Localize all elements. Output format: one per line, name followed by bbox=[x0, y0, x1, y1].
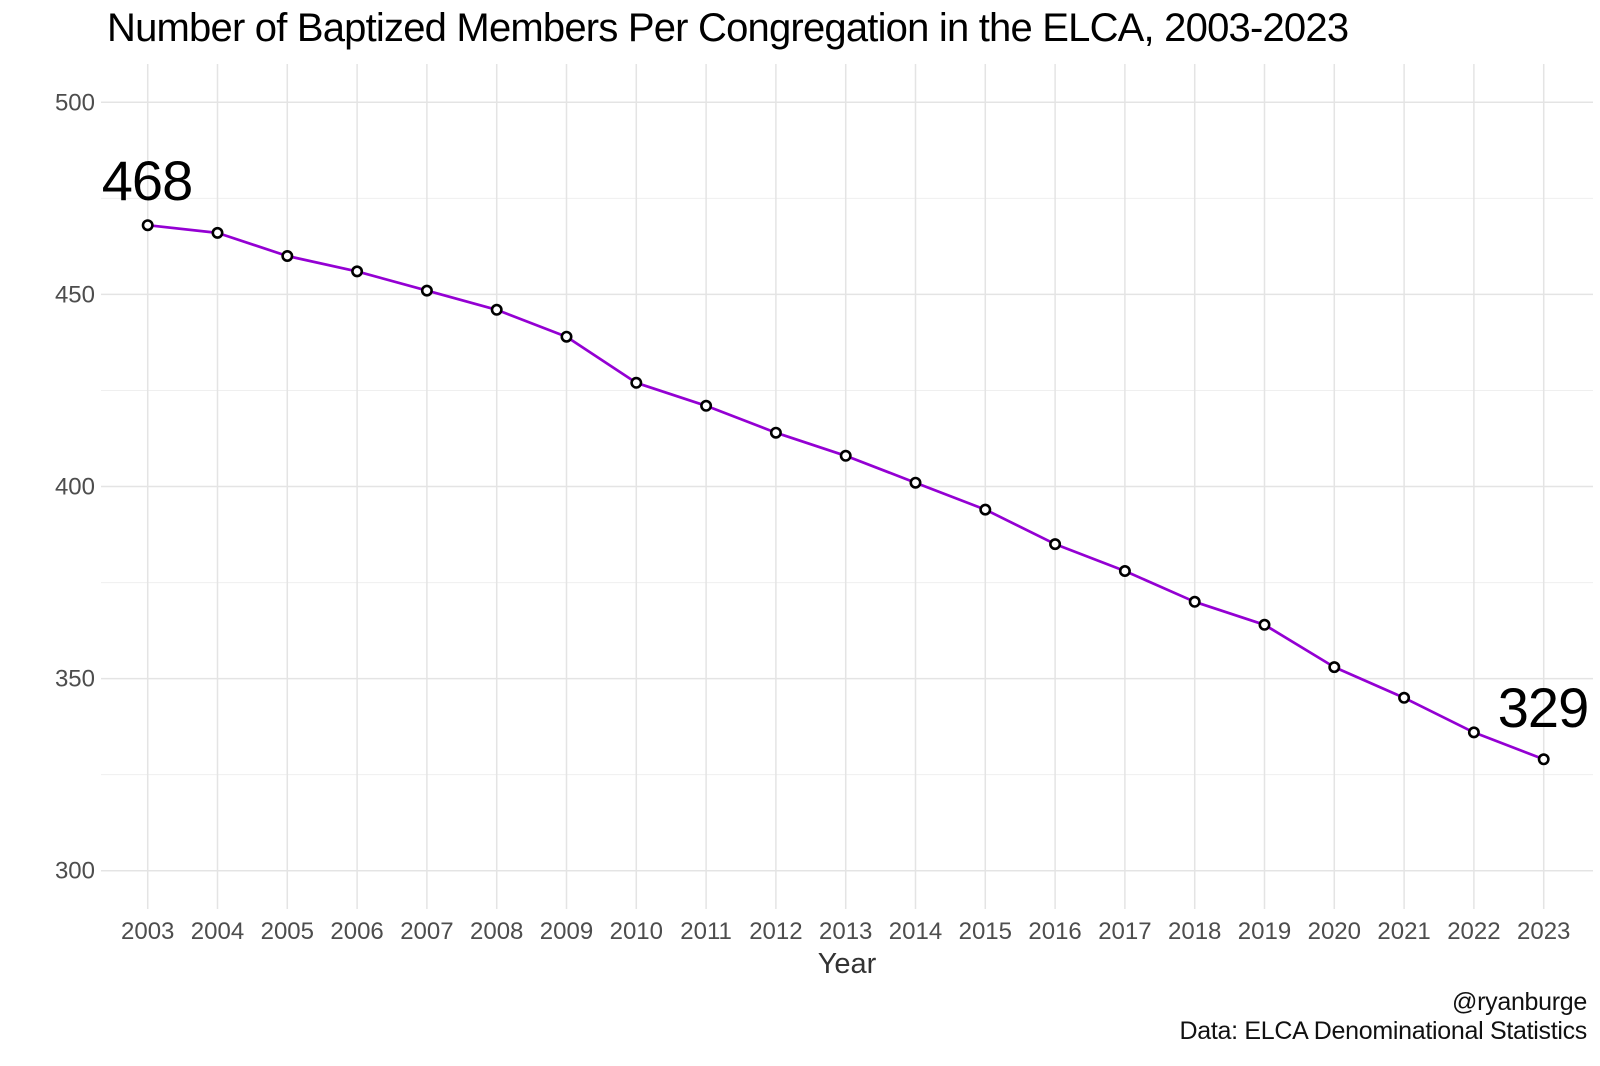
x-tick-label: 2004 bbox=[191, 918, 244, 945]
x-tick-label: 2009 bbox=[540, 918, 593, 945]
data-point-2009 bbox=[560, 330, 573, 343]
x-tick-label: 2016 bbox=[1028, 918, 1081, 945]
chart-caption: @ryanburge Data: ELCA Denominational Sta… bbox=[1179, 988, 1588, 1046]
x-tick-label: 2006 bbox=[330, 918, 383, 945]
data-point-2020 bbox=[1328, 661, 1341, 674]
x-tick-label: 2010 bbox=[610, 918, 663, 945]
data-point-2003 bbox=[141, 219, 154, 232]
x-tick-label: 2021 bbox=[1377, 918, 1430, 945]
data-point-2014 bbox=[909, 476, 922, 489]
x-tick-label: 2017 bbox=[1098, 918, 1151, 945]
data-point-2012 bbox=[769, 426, 782, 439]
x-tick-label: 2020 bbox=[1308, 918, 1361, 945]
data-point-2015 bbox=[979, 503, 992, 516]
y-tick-label: 450 bbox=[55, 281, 95, 308]
x-tick-label: 2011 bbox=[680, 918, 732, 945]
data-point-2021 bbox=[1398, 691, 1411, 704]
data-point-2010 bbox=[630, 376, 643, 389]
x-tick-label: 2012 bbox=[749, 918, 802, 945]
data-point-2013 bbox=[839, 449, 852, 462]
y-tick-label: 400 bbox=[55, 474, 95, 501]
major-gridlines bbox=[101, 64, 1593, 909]
data-series bbox=[141, 219, 1550, 766]
data-point-2017 bbox=[1118, 564, 1131, 577]
x-tick-label: 2013 bbox=[819, 918, 872, 945]
data-point-2019 bbox=[1258, 618, 1271, 631]
data-point-2018 bbox=[1188, 595, 1201, 608]
data-point-2005 bbox=[281, 250, 294, 263]
x-tick-label: 2003 bbox=[121, 918, 174, 945]
x-tick-label: 2018 bbox=[1168, 918, 1221, 945]
x-tick-label: 2022 bbox=[1447, 918, 1500, 945]
caption-author: @ryanburge bbox=[1452, 988, 1587, 1016]
x-tick-label: 2015 bbox=[959, 918, 1012, 945]
data-point-2006 bbox=[351, 265, 364, 278]
data-point-2011 bbox=[700, 399, 713, 412]
x-tick-label: 2005 bbox=[261, 918, 314, 945]
minor-gridlines bbox=[101, 197, 1593, 776]
y-tick-label: 350 bbox=[55, 666, 95, 693]
x-tick-label: 2014 bbox=[889, 918, 942, 945]
x-tick-label: 2007 bbox=[400, 918, 453, 945]
data-point-2008 bbox=[490, 303, 503, 316]
axis-tick-labels: 300 350 400 450 500 2003 2004 2005 2006 2007 2008 2… bbox=[55, 89, 1570, 945]
data-point-2016 bbox=[1049, 538, 1062, 551]
annotation-end-value: 329 bbox=[1498, 676, 1588, 739]
annotation-start-value: 468 bbox=[102, 149, 192, 212]
data-point-2022 bbox=[1467, 726, 1480, 739]
x-tick-label: 2023 bbox=[1517, 918, 1570, 945]
x-axis-title: Year bbox=[818, 948, 877, 980]
chart-title: Number of Baptized Members Per Congregat… bbox=[107, 6, 1349, 50]
y-tick-label: 300 bbox=[55, 858, 95, 885]
y-tick-label: 500 bbox=[55, 89, 95, 116]
data-point-2004 bbox=[211, 226, 224, 239]
data-point-2023 bbox=[1537, 753, 1550, 766]
data-point-2007 bbox=[420, 284, 433, 297]
caption-source: Data: ELCA Denominational Statistics bbox=[1179, 1017, 1588, 1045]
x-tick-label: 2019 bbox=[1238, 918, 1291, 945]
x-tick-label: 2008 bbox=[470, 918, 523, 945]
